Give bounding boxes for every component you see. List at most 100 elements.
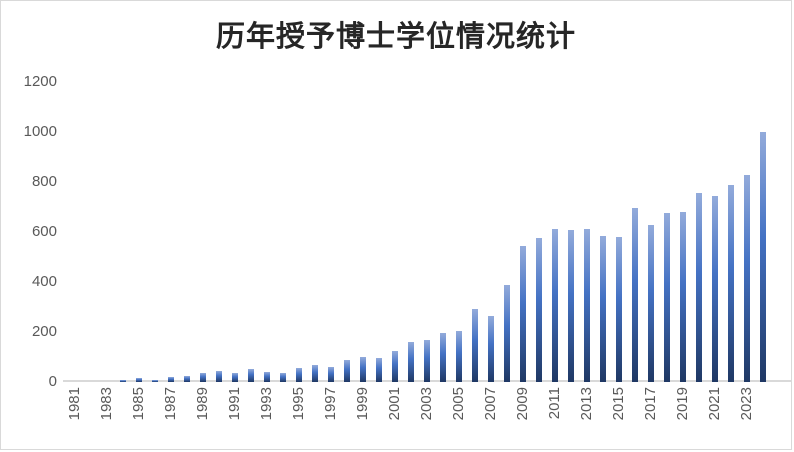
bar-slot-1996 bbox=[307, 82, 323, 382]
x-tick-slot-1998 bbox=[339, 387, 355, 445]
bar-slot-1995 bbox=[291, 82, 307, 382]
x-tick-slot-2008 bbox=[499, 387, 515, 445]
x-tick-slot-2018 bbox=[659, 387, 675, 445]
bar-2017 bbox=[648, 224, 654, 382]
bar-2019 bbox=[680, 212, 686, 382]
bar-slot-2010 bbox=[531, 82, 547, 382]
bar-2010 bbox=[536, 237, 542, 382]
bar-2000 bbox=[376, 357, 382, 382]
x-tick-slot-2015: 2015 bbox=[610, 387, 627, 445]
x-tick-slot-2021: 2021 bbox=[706, 387, 723, 445]
bar-slot-1981 bbox=[67, 82, 83, 382]
x-tick-slot-1991: 1991 bbox=[226, 387, 243, 445]
bar-2018 bbox=[664, 213, 670, 382]
bar-2004 bbox=[440, 333, 446, 382]
bar-slot-1990 bbox=[211, 82, 227, 382]
x-tick-slot-1993: 1993 bbox=[258, 387, 275, 445]
bar-slot-1994 bbox=[275, 82, 291, 382]
bar-2024 bbox=[760, 132, 766, 382]
x-tick-slot-2001: 2001 bbox=[386, 387, 403, 445]
bar-2007 bbox=[488, 315, 494, 382]
bar-slot-2008 bbox=[499, 82, 515, 382]
x-tick-slot-2002 bbox=[403, 387, 419, 445]
x-tick-label: 2023 bbox=[738, 387, 755, 421]
bar-slot-1991 bbox=[227, 82, 243, 382]
x-tick-label: 1997 bbox=[322, 387, 339, 421]
y-tick-label: 200 bbox=[31, 323, 57, 340]
bar-1999 bbox=[360, 356, 366, 382]
bar-slot-2006 bbox=[467, 82, 483, 382]
y-tick-label: 1000 bbox=[23, 123, 57, 140]
bar-slot-2014 bbox=[595, 82, 611, 382]
x-tick-label: 2013 bbox=[578, 387, 595, 421]
bar-2008 bbox=[504, 285, 510, 382]
bar-1991 bbox=[232, 372, 238, 382]
x-tick-slot-2010 bbox=[531, 387, 547, 445]
x-tick-slot-2022 bbox=[723, 387, 739, 445]
bar-slot-2018 bbox=[659, 82, 675, 382]
y-tick-label: 0 bbox=[48, 373, 57, 390]
y-tick-label: 400 bbox=[31, 273, 57, 290]
bar-1989 bbox=[200, 373, 206, 382]
bar-slot-2023 bbox=[739, 82, 755, 382]
x-tick-slot-2003: 2003 bbox=[418, 387, 435, 445]
bar-slot-2013 bbox=[579, 82, 595, 382]
bar-2001 bbox=[392, 351, 398, 382]
x-tick-slot-2016 bbox=[627, 387, 643, 445]
bar-2003 bbox=[424, 339, 430, 382]
bar-slot-1982 bbox=[83, 82, 99, 382]
bar-slot-2003 bbox=[419, 82, 435, 382]
bar-1987 bbox=[168, 377, 174, 382]
bar-slot-1989 bbox=[195, 82, 211, 382]
x-tick-slot-2014 bbox=[595, 387, 611, 445]
x-tick-label: 1981 bbox=[66, 387, 83, 421]
x-tick-label: 2005 bbox=[450, 387, 467, 421]
bar-slot-1983 bbox=[99, 82, 115, 382]
bar-slot-2007 bbox=[483, 82, 499, 382]
bar-slot-2009 bbox=[515, 82, 531, 382]
bar-slot-1986 bbox=[147, 82, 163, 382]
x-tick-label: 2009 bbox=[514, 387, 531, 421]
x-axis: 1981 1983 1985 1987 1989 1991 1993 1995 1997 1999… bbox=[66, 387, 771, 445]
bar-1995 bbox=[296, 368, 302, 382]
x-tick-label: 2017 bbox=[642, 387, 659, 421]
x-tick-slot-1988 bbox=[179, 387, 195, 445]
bar-slot-2012 bbox=[563, 82, 579, 382]
y-axis: 0 200 400 600 800 1000 1200 bbox=[1, 1, 57, 452]
x-tick-slot-1987: 1987 bbox=[162, 387, 179, 445]
x-tick-slot-1996 bbox=[307, 387, 323, 445]
bar-slot-1988 bbox=[179, 82, 195, 382]
plot-area bbox=[67, 82, 771, 382]
x-tick-slot-1995: 1995 bbox=[290, 387, 307, 445]
bar-1986 bbox=[152, 379, 158, 382]
x-tick-slot-2019: 2019 bbox=[674, 387, 691, 445]
x-tick-label: 1995 bbox=[290, 387, 307, 421]
x-tick-slot-2017: 2017 bbox=[642, 387, 659, 445]
bar-2022 bbox=[728, 184, 734, 382]
bar-1996 bbox=[312, 364, 318, 382]
bar-2014 bbox=[600, 235, 606, 382]
bar-slot-2004 bbox=[435, 82, 451, 382]
x-tick-slot-1986 bbox=[147, 387, 163, 445]
bar-slot-2022 bbox=[723, 82, 739, 382]
bar-2002 bbox=[408, 342, 414, 382]
x-tick-label: 1991 bbox=[226, 387, 243, 421]
x-tick-label: 2021 bbox=[706, 387, 723, 421]
bar-slot-2005 bbox=[451, 82, 467, 382]
x-tick-slot-2024 bbox=[755, 387, 771, 445]
x-tick-label: 2019 bbox=[674, 387, 691, 421]
bar-slot-1999 bbox=[355, 82, 371, 382]
bar-2012 bbox=[568, 230, 574, 382]
y-tick-label: 600 bbox=[31, 223, 57, 240]
bar-slot-2021 bbox=[707, 82, 723, 382]
bar-slot-1992 bbox=[243, 82, 259, 382]
bar-slot-2019 bbox=[675, 82, 691, 382]
x-tick-label: 2003 bbox=[418, 387, 435, 421]
x-tick-slot-2000 bbox=[371, 387, 387, 445]
bar-slot-2000 bbox=[371, 82, 387, 382]
x-tick-slot-1994 bbox=[275, 387, 291, 445]
x-tick-slot-2005: 2005 bbox=[450, 387, 467, 445]
bar-slot-2002 bbox=[403, 82, 419, 382]
chart-title: 历年授予博士学位情况统计 bbox=[215, 21, 576, 53]
bar-1993 bbox=[264, 372, 270, 382]
